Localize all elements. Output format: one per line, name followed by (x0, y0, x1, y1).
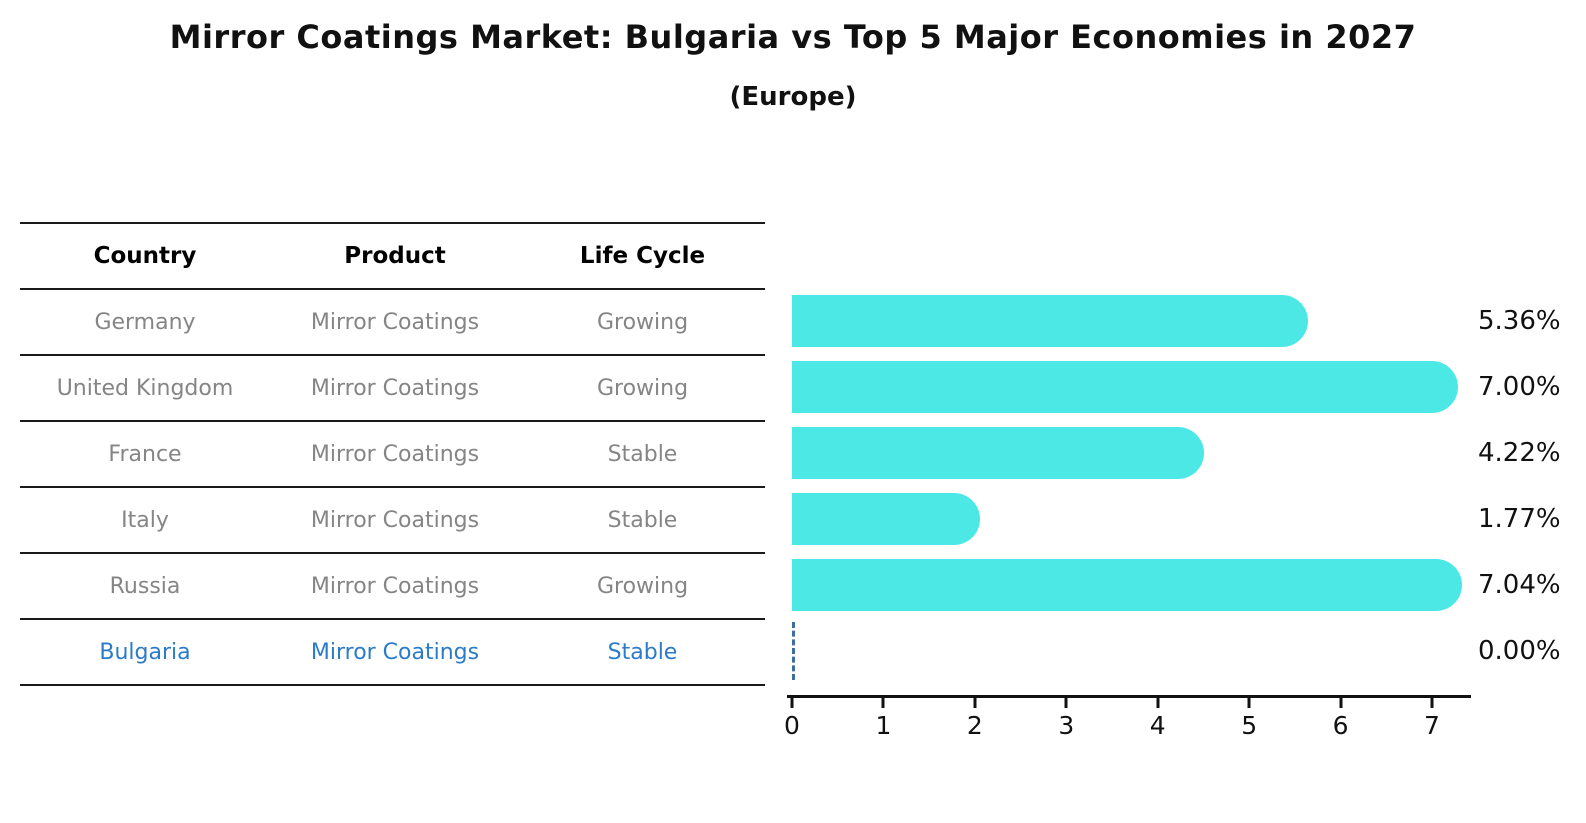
x-axis-line (787, 695, 1471, 698)
table-row-italy: Italy Mirror Coatings Stable (20, 486, 765, 552)
x-axis-tick-label: 4 (1149, 711, 1166, 740)
header-life-cycle: Life Cycle (579, 243, 706, 269)
bar-band (792, 486, 1512, 552)
table-header-row: Country Product Life Cycle (20, 222, 765, 288)
life-cycle-cell: Stable (607, 639, 678, 665)
bulgaria-zero-marker (792, 622, 795, 680)
bar-italy (792, 493, 980, 545)
table-row-germany: Germany Mirror Coatings Growing (20, 288, 765, 354)
table-row-russia: Russia Mirror Coatings Growing (20, 552, 765, 618)
life-cycle-cell: Growing (596, 375, 689, 401)
x-axis-tick (1247, 695, 1251, 708)
page-title: Mirror Coatings Market: Bulgaria vs Top … (169, 18, 1417, 56)
value-label-bulgaria: 0.00% (1478, 636, 1561, 666)
x-axis-tick-label: 5 (1241, 711, 1258, 740)
value-label-italy: 1.77% (1478, 504, 1561, 534)
product-cell: Mirror Coatings (310, 309, 480, 335)
bar-band (792, 288, 1512, 354)
x-axis-tick-label: 0 (784, 711, 800, 740)
page-subtitle: (Europe) (729, 82, 857, 112)
life-cycle-cell: Growing (596, 573, 689, 599)
x-axis-tick-label: 3 (1058, 711, 1075, 740)
x-axis-tick (973, 695, 977, 708)
bar-united-kingdom (792, 361, 1458, 413)
x-axis-tick (1156, 695, 1160, 708)
product-cell: Mirror Coatings (310, 573, 480, 599)
country-cell: United Kingdom (56, 375, 234, 401)
country-cell: Germany (94, 309, 196, 335)
x-axis-tick-label: 2 (966, 711, 983, 740)
product-cell: Mirror Coatings (310, 507, 480, 533)
country-cell: Russia (109, 573, 181, 599)
bar-germany (792, 295, 1309, 347)
comparison-table: Country Product Life Cycle Germany Mirro… (20, 222, 765, 686)
header-product: Product (344, 243, 446, 269)
country-cell: Italy (121, 507, 169, 533)
table-row-united-kingdom: United Kingdom Mirror Coatings Growing (20, 354, 765, 420)
bar-band (792, 420, 1512, 486)
value-label-germany: 5.36% (1478, 306, 1561, 336)
bar-band (792, 552, 1512, 618)
life-cycle-cell: Stable (607, 507, 678, 533)
value-label-russia: 7.04% (1478, 570, 1561, 600)
bar-russia (792, 559, 1462, 611)
x-axis-tick-label: 6 (1332, 711, 1349, 740)
product-cell: Mirror Coatings (310, 375, 480, 401)
bar-france (792, 427, 1204, 479)
life-cycle-cell: Growing (596, 309, 689, 335)
x-axis-tick (881, 695, 885, 708)
value-labels: 5.36% 7.00% 4.22% 1.77% 7.04% 0.00% (1478, 288, 1561, 684)
x-axis-tick (1064, 695, 1068, 708)
x-axis-tick-label: 1 (875, 711, 892, 740)
country-cell: France (108, 441, 182, 467)
x-axis-tick (1430, 695, 1434, 708)
bar-band (792, 618, 1512, 684)
product-cell: Mirror Coatings (310, 639, 480, 665)
table-row-bulgaria: Bulgaria Mirror Coatings Stable (20, 618, 765, 684)
life-cycle-cell: Stable (607, 441, 678, 467)
x-axis: 0 1 2 3 4 5 6 7 (784, 695, 1440, 740)
value-label-france: 4.22% (1478, 438, 1561, 468)
country-cell: Bulgaria (99, 639, 191, 665)
product-cell: Mirror Coatings (310, 441, 480, 467)
bar-chart (792, 288, 1512, 684)
value-label-united-kingdom: 7.00% (1478, 372, 1561, 402)
table-row-france: France Mirror Coatings Stable (20, 420, 765, 486)
x-axis-tick (1339, 695, 1343, 708)
bar-band (792, 354, 1512, 420)
x-axis-tick-label: 7 (1424, 711, 1440, 740)
header-country: Country (93, 243, 197, 269)
x-axis-tick (790, 695, 794, 708)
